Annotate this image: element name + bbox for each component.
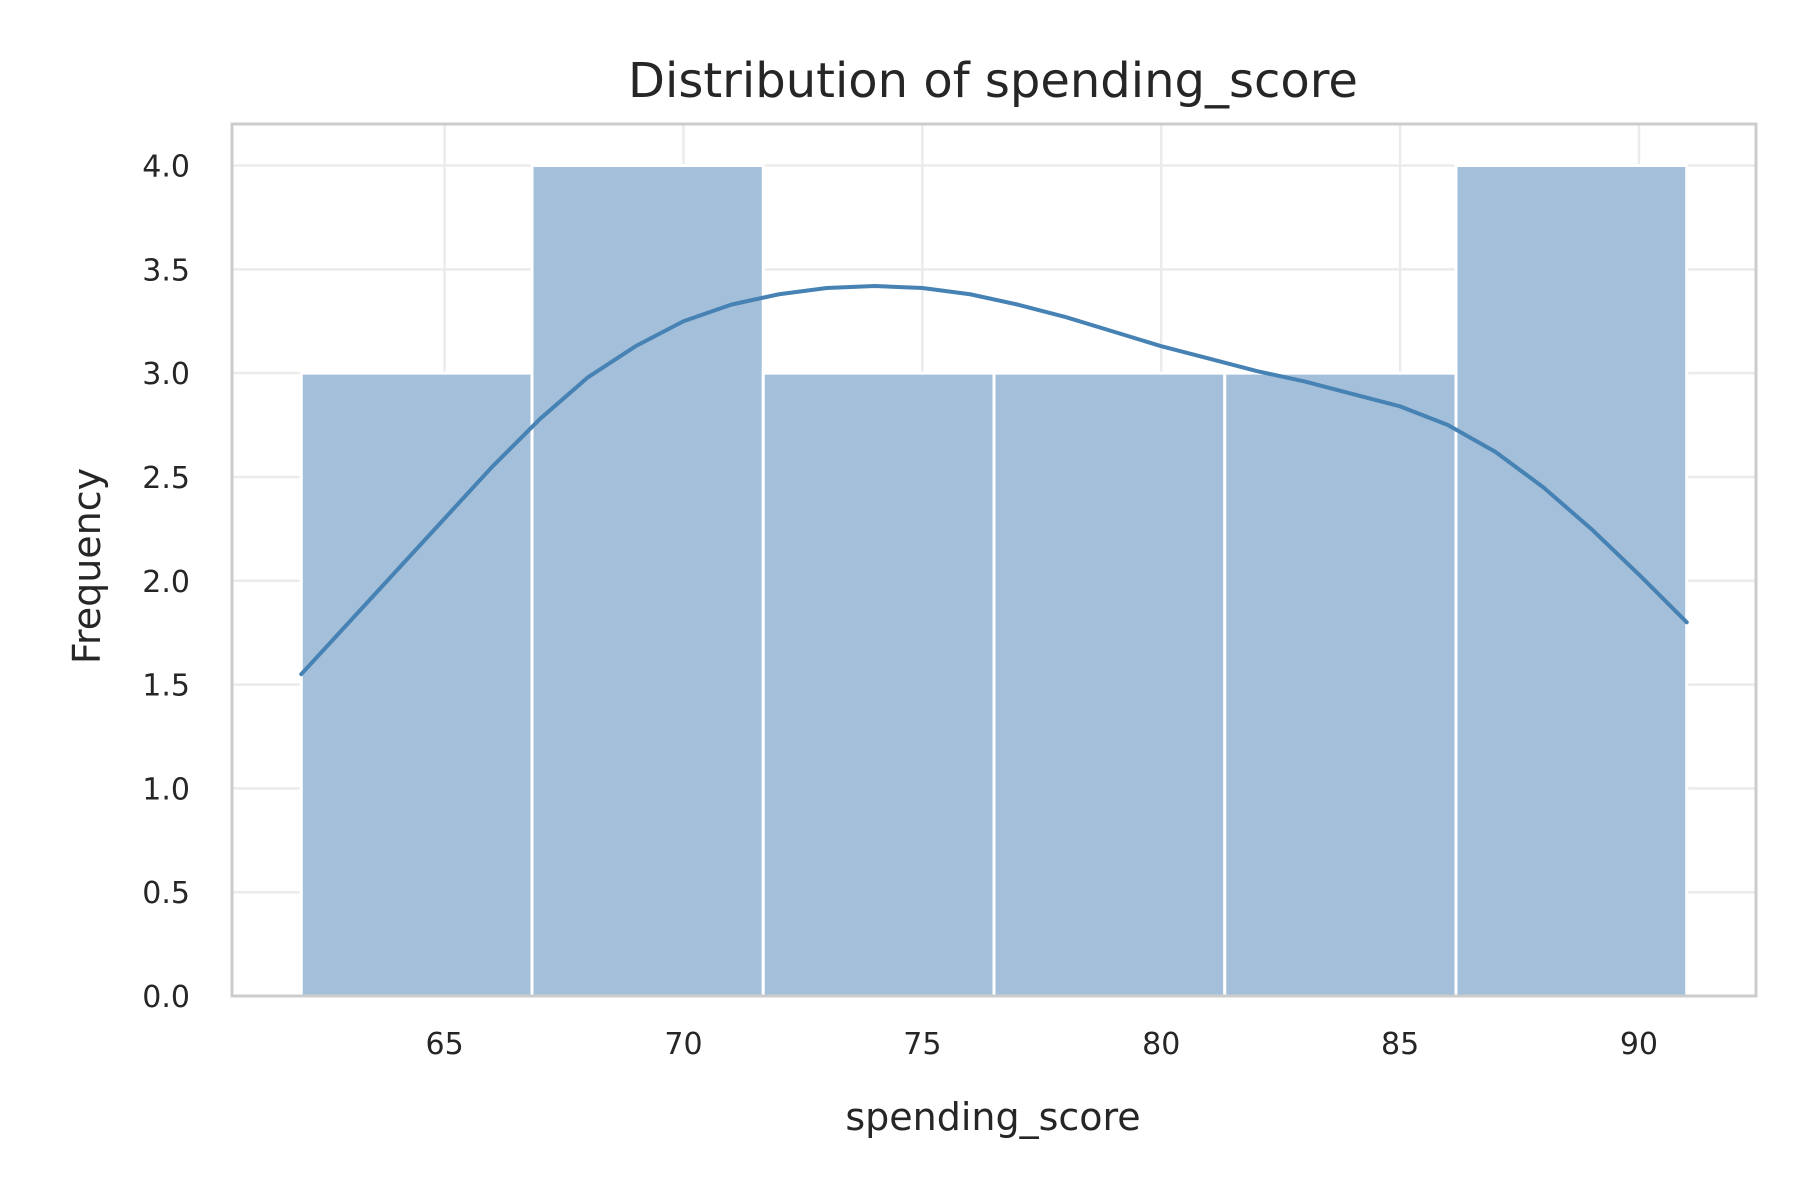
histogram-bar bbox=[992, 371, 1227, 998]
y-tick-label: 3.0 bbox=[142, 357, 190, 392]
x-tick-label: 80 bbox=[1142, 1027, 1180, 1062]
y-tick-label: 0.5 bbox=[142, 876, 190, 911]
y-tick-label: 1.0 bbox=[142, 772, 190, 807]
y-axis-label: Frequency bbox=[65, 468, 109, 664]
chart-title: Distribution of spending_score bbox=[628, 53, 1358, 109]
x-tick-label: 85 bbox=[1381, 1027, 1419, 1062]
x-tick-labels: 65 70 75 80 85 90 bbox=[426, 1027, 1659, 1062]
x-tick-label: 90 bbox=[1620, 1027, 1658, 1062]
histogram-bar bbox=[1223, 371, 1458, 998]
y-tick-label: 2.0 bbox=[142, 565, 190, 600]
y-tick-label: 4.0 bbox=[142, 150, 190, 185]
x-tick-label: 65 bbox=[426, 1027, 464, 1062]
x-axis-label: spending_score bbox=[845, 1095, 1140, 1139]
y-tick-label: 0.0 bbox=[142, 980, 190, 1015]
histogram-bar bbox=[530, 164, 765, 998]
kde-curve bbox=[299, 283, 1689, 677]
y-tick-label: 3.5 bbox=[142, 253, 190, 288]
x-tick-label: 70 bbox=[664, 1027, 702, 1062]
histogram-bar bbox=[761, 371, 996, 998]
histogram-bars bbox=[299, 164, 1689, 998]
plot-frame bbox=[230, 122, 1758, 998]
y-tick-label: 2.5 bbox=[142, 461, 190, 496]
x-tick-label: 75 bbox=[903, 1027, 941, 1062]
histogram-bar bbox=[1454, 164, 1689, 998]
y-tick-label: 1.5 bbox=[142, 669, 190, 704]
histogram-bar bbox=[299, 371, 534, 998]
y-tick-labels: 0.0 0.5 1.0 1.5 2.0 2.5 3.0 3.5 4.0 bbox=[142, 150, 190, 1015]
